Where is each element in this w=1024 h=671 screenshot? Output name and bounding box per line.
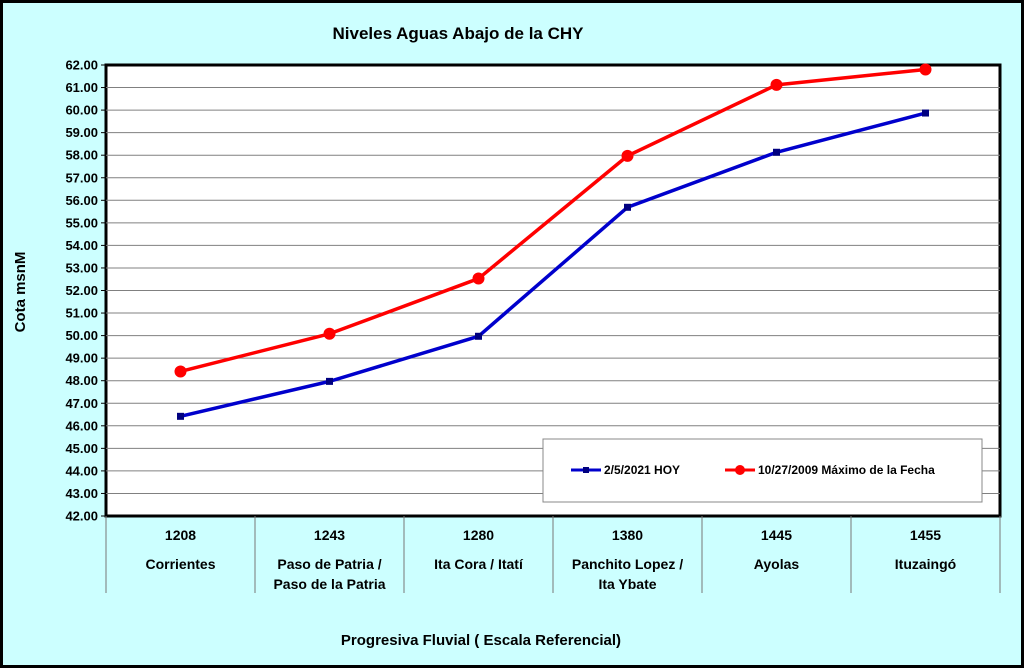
y-tick-label: 43.00 [65, 486, 98, 501]
data-point [919, 63, 932, 76]
series-line [180, 111, 926, 419]
y-tick-label: 52.00 [65, 283, 98, 298]
y-tick-label: 44.00 [65, 463, 98, 478]
y-tick-label: 49.00 [65, 351, 98, 366]
data-point [323, 327, 336, 340]
series-line [180, 67, 926, 374]
y-tick-label: 50.00 [65, 328, 98, 343]
y-axis-label: Cota msnM [12, 252, 29, 333]
data-point [472, 272, 485, 285]
category-name-label: Ituzaingó [895, 556, 956, 572]
y-tick-label: 42.00 [65, 509, 98, 524]
data-point [922, 109, 929, 117]
y-tick-label: 57.00 [65, 170, 98, 185]
category-km-label: 1455 [910, 527, 941, 543]
category-name-label: Paso de Patria / [277, 556, 381, 572]
category-km-label: 1380 [612, 527, 643, 543]
legend-marker [583, 467, 589, 473]
category-name-label: Corrientes [145, 556, 215, 572]
chart-title: Niveles Aguas Abajo de la CHY [333, 24, 585, 43]
y-axis-ticks: 42.00 43.00 44.00 45.00 46.00 47.00 48.00 49.00… [65, 58, 106, 524]
series-lines [174, 63, 932, 420]
y-tick-label: 58.00 [65, 148, 98, 163]
category-name-label: Panchito Lopez / [572, 556, 683, 572]
category-name-label: Paso de la Patria [273, 576, 385, 592]
legend-box [542, 438, 983, 503]
legend: 2/5/2021 HOY 10/27/2009 Máximo de la Fech… [542, 438, 983, 503]
y-tick-label: 51.00 [65, 306, 98, 321]
category-name-label: Ita Cora / Itatí [434, 556, 524, 572]
y-tick-label: 56.00 [65, 193, 98, 208]
y-tick-label: 60.00 [65, 103, 98, 118]
category-km-label: 1208 [165, 527, 196, 543]
data-point [624, 203, 631, 211]
y-tick-label: 53.00 [65, 260, 98, 275]
y-tick-label: 59.00 [65, 125, 98, 140]
category-km-label: 1243 [314, 527, 345, 543]
legend-entry-label: 2/5/2021 HOY [604, 463, 680, 477]
data-point [621, 149, 634, 162]
y-tick-label: 54.00 [65, 238, 98, 253]
y-tick-label: 55.00 [65, 215, 98, 230]
data-point [770, 78, 783, 91]
y-tick-label: 62.00 [65, 58, 98, 73]
y-tick-label: 45.00 [65, 441, 98, 456]
category-km-label: 1445 [761, 527, 792, 543]
data-point [177, 412, 184, 420]
data-point [773, 148, 780, 156]
y-tick-label: 46.00 [65, 418, 98, 433]
x-axis-label: Progresiva Fluvial ( Escala Referencial) [341, 632, 621, 649]
y-tick-label: 61.00 [65, 80, 98, 95]
category-km-label: 1280 [463, 527, 494, 543]
line-chart: Niveles Aguas Abajo de la CHY 42.00 43.00… [12, 24, 1002, 649]
legend-marker [735, 465, 745, 475]
category-name-label: Ita Ybate [598, 576, 656, 592]
data-point [326, 377, 333, 385]
y-tick-label: 47.00 [65, 396, 98, 411]
y-tick-label: 48.00 [65, 373, 98, 388]
legend-entry-label: 10/27/2009 Máximo de la Fecha [758, 463, 935, 477]
data-point [174, 365, 187, 378]
category-table: 1208 Corrientes 1243 Paso de Patria / Paso d… [105, 516, 1001, 593]
category-name-label: Ayolas [754, 556, 800, 572]
data-point [475, 332, 482, 340]
